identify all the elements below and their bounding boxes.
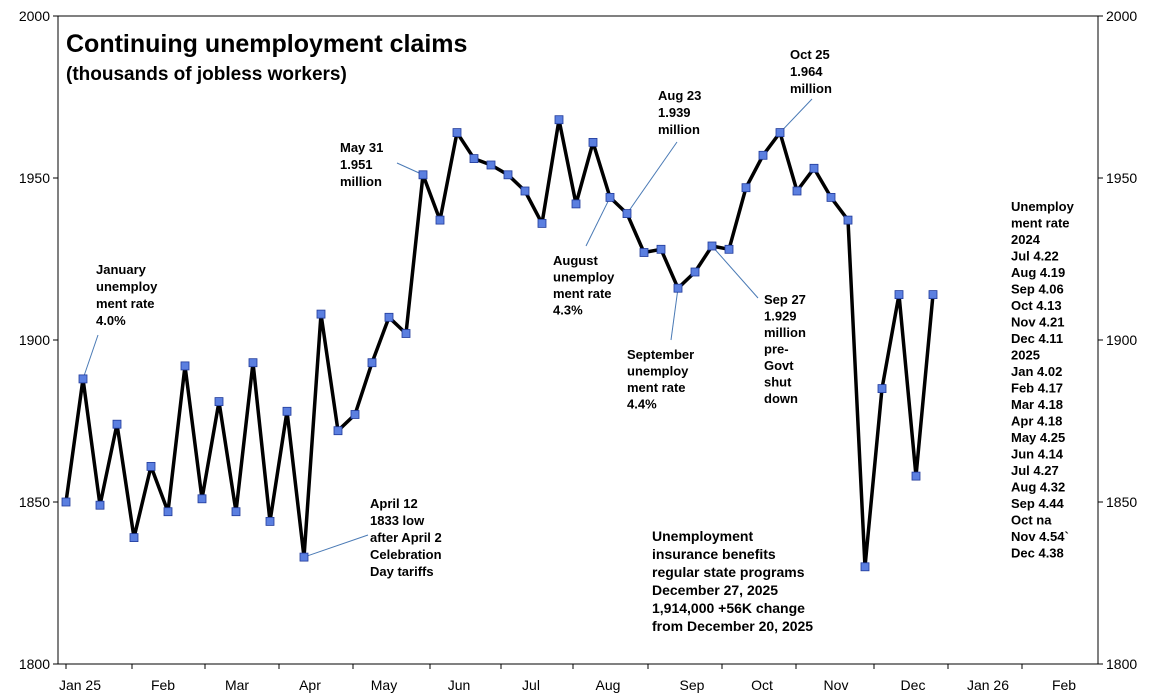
data-point bbox=[248, 358, 258, 368]
annotation-aug-rate: August unemploy ment rate 4.3% bbox=[553, 253, 615, 318]
chart-subtitle: (thousands of jobless workers) bbox=[66, 64, 347, 85]
data-point bbox=[877, 384, 887, 394]
data-point bbox=[554, 115, 564, 125]
x-tick-label: Feb bbox=[1052, 677, 1076, 693]
y-tick-label-right: 1950 bbox=[1106, 170, 1137, 186]
y-tick-label-right: 1800 bbox=[1106, 656, 1137, 672]
x-tick-label: Oct bbox=[751, 677, 773, 693]
data-point bbox=[197, 494, 207, 504]
data-point bbox=[299, 552, 309, 562]
series-line bbox=[64, 117, 935, 569]
data-point bbox=[741, 183, 751, 193]
annotation-leader bbox=[626, 141, 678, 214]
data-point bbox=[775, 128, 785, 138]
data-point bbox=[656, 244, 666, 254]
data-point bbox=[112, 419, 122, 429]
data-point bbox=[469, 154, 479, 164]
x-tick-label: Nov bbox=[824, 677, 849, 693]
data-point bbox=[673, 283, 683, 293]
annotation-leader bbox=[670, 288, 679, 341]
data-point bbox=[180, 361, 190, 371]
data-point bbox=[724, 244, 734, 254]
x-tick-label: Aug bbox=[596, 677, 621, 693]
data-point bbox=[588, 137, 598, 147]
x-tick-label: Dec bbox=[901, 677, 926, 693]
x-tick-label: Sep bbox=[680, 677, 705, 693]
x-tick-label: Jan 26 bbox=[967, 677, 1009, 693]
data-point bbox=[928, 290, 938, 300]
annotation-leader bbox=[711, 245, 759, 299]
data-point bbox=[95, 500, 105, 510]
x-tick-label: Jan 25 bbox=[59, 677, 101, 693]
data-point bbox=[894, 290, 904, 300]
data-point bbox=[571, 199, 581, 209]
x-tick-label: Jul bbox=[522, 677, 540, 693]
annotation-benefits: Unemployment insurance benefits regular st… bbox=[652, 528, 813, 634]
y-tick-label-right: 1900 bbox=[1106, 332, 1137, 348]
data-point bbox=[639, 248, 649, 257]
data-point bbox=[826, 192, 836, 202]
data-point bbox=[809, 163, 819, 173]
y-tick-label-right: 2000 bbox=[1106, 8, 1137, 24]
data-point bbox=[265, 517, 275, 526]
data-point bbox=[860, 562, 870, 572]
data-point bbox=[605, 192, 615, 202]
data-point bbox=[707, 241, 717, 251]
annotation-leader bbox=[82, 334, 99, 380]
data-point bbox=[690, 267, 700, 277]
annotation-sep-rate: September unemploy ment rate 4.4% bbox=[627, 347, 694, 412]
data-point bbox=[78, 374, 88, 384]
y-tick-label-left: 1950 bbox=[19, 170, 50, 186]
data-point bbox=[911, 471, 921, 481]
data-point bbox=[231, 507, 241, 517]
data-point bbox=[367, 358, 377, 368]
data-point bbox=[435, 215, 445, 225]
y-tick-label-left: 1800 bbox=[19, 656, 50, 672]
data-point bbox=[384, 312, 394, 322]
annotation-may31: May 31 1.951 million bbox=[340, 140, 383, 189]
data-point bbox=[129, 533, 139, 542]
x-tick-label: Feb bbox=[151, 677, 175, 693]
data-point bbox=[61, 497, 71, 507]
data-point bbox=[452, 128, 462, 138]
annotation-oct25: Oct 25 1.964 million bbox=[790, 47, 832, 96]
data-point bbox=[146, 461, 156, 471]
data-point bbox=[418, 170, 428, 180]
data-point bbox=[792, 186, 802, 196]
data-point bbox=[758, 150, 768, 160]
chart-title: Continuing unemployment claims bbox=[66, 30, 467, 58]
annotation-aug23: Aug 23 1.939 million bbox=[658, 88, 701, 137]
data-point bbox=[843, 215, 853, 225]
plot-frame bbox=[57, 15, 1099, 665]
data-point bbox=[503, 170, 513, 180]
data-point bbox=[520, 186, 530, 196]
y-tick-label-left: 1850 bbox=[19, 494, 50, 510]
data-point bbox=[486, 160, 496, 170]
data-point bbox=[333, 426, 343, 436]
data-point bbox=[214, 397, 224, 407]
y-tick-label-left: 2000 bbox=[19, 8, 50, 24]
unemployment-rate-table: Unemploy ment rate 2024 Jul 4.22 Aug 4.19 Sep… bbox=[1011, 199, 1075, 561]
data-point bbox=[316, 309, 326, 319]
annotation-leader bbox=[779, 98, 813, 133]
x-tick-label: Mar bbox=[225, 677, 249, 693]
y-tick-label-left: 1900 bbox=[19, 332, 50, 348]
data-point bbox=[401, 329, 411, 338]
annotation-leader bbox=[303, 534, 369, 558]
x-tick-label: May bbox=[371, 677, 397, 693]
annotation-leader bbox=[585, 197, 611, 247]
annotation-jan-rate: January unemploy ment rate 4.0% bbox=[96, 262, 158, 328]
annotation-sep27: Sep 27 1.929 million pre-Govt shut down bbox=[764, 292, 806, 406]
data-point bbox=[350, 410, 360, 419]
y-tick-label-right: 1850 bbox=[1106, 494, 1137, 510]
x-tick-label: Jun bbox=[448, 677, 471, 693]
data-point bbox=[163, 507, 173, 517]
data-point bbox=[282, 406, 292, 416]
annotation-apr12: April 12 1833 low after April 2 Celebration… bbox=[370, 496, 442, 579]
data-point bbox=[537, 218, 547, 228]
x-tick-label: Apr bbox=[299, 677, 321, 693]
data-point bbox=[622, 209, 632, 219]
